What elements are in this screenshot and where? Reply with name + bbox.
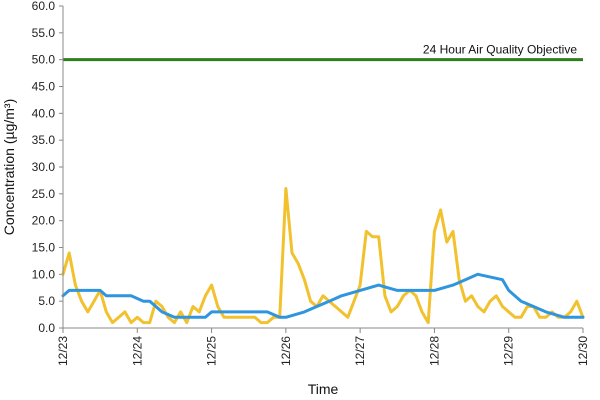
y-tick-label: 60.0 bbox=[32, 0, 56, 13]
series-layer bbox=[61, 187, 585, 325]
x-axis-title: Time bbox=[308, 381, 339, 397]
x-tick-label: 12/28 bbox=[427, 336, 441, 366]
y-axis-title: Concentration (µg/m³) bbox=[1, 99, 17, 235]
x-tick-label: 12/26 bbox=[279, 336, 293, 366]
x-axis-ticks: 12/23 12/24 12/25 12/26 12/27 12/28 12/29 12/30 bbox=[56, 328, 590, 366]
y-tick-label: 25.0 bbox=[32, 187, 56, 201]
series-line-0 bbox=[61, 187, 585, 325]
x-tick-label: 12/30 bbox=[576, 336, 590, 366]
y-tick-label: 40.0 bbox=[32, 106, 56, 120]
x-tick-label: 12/25 bbox=[205, 336, 219, 366]
x-tick-label: 12/24 bbox=[130, 336, 144, 366]
y-tick-label: 55.0 bbox=[32, 26, 56, 40]
y-tick-label: 0.0 bbox=[38, 321, 55, 335]
objective-label: 24 Hour Air Quality Objective bbox=[423, 43, 577, 57]
y-tick-label: 45.0 bbox=[32, 80, 56, 94]
y-axis-ticks: 0.0 5.0 10.0 15.0 20.0 25.0 30.0 35.0 40.0 45.0 50… bbox=[32, 0, 63, 335]
y-tick-label: 20.0 bbox=[32, 214, 56, 228]
y-tick-label: 30.0 bbox=[32, 160, 56, 174]
y-tick-label: 10.0 bbox=[32, 267, 56, 281]
x-tick-label: 12/29 bbox=[502, 336, 516, 366]
x-tick-label: 12/27 bbox=[353, 336, 367, 366]
y-tick-label: 5.0 bbox=[38, 294, 55, 308]
series-line-1 bbox=[61, 272, 585, 319]
y-tick-label: 35.0 bbox=[32, 133, 56, 147]
y-tick-label: 15.0 bbox=[32, 241, 56, 255]
x-tick-label: 12/23 bbox=[56, 336, 70, 366]
y-tick-label: 50.0 bbox=[32, 53, 56, 67]
